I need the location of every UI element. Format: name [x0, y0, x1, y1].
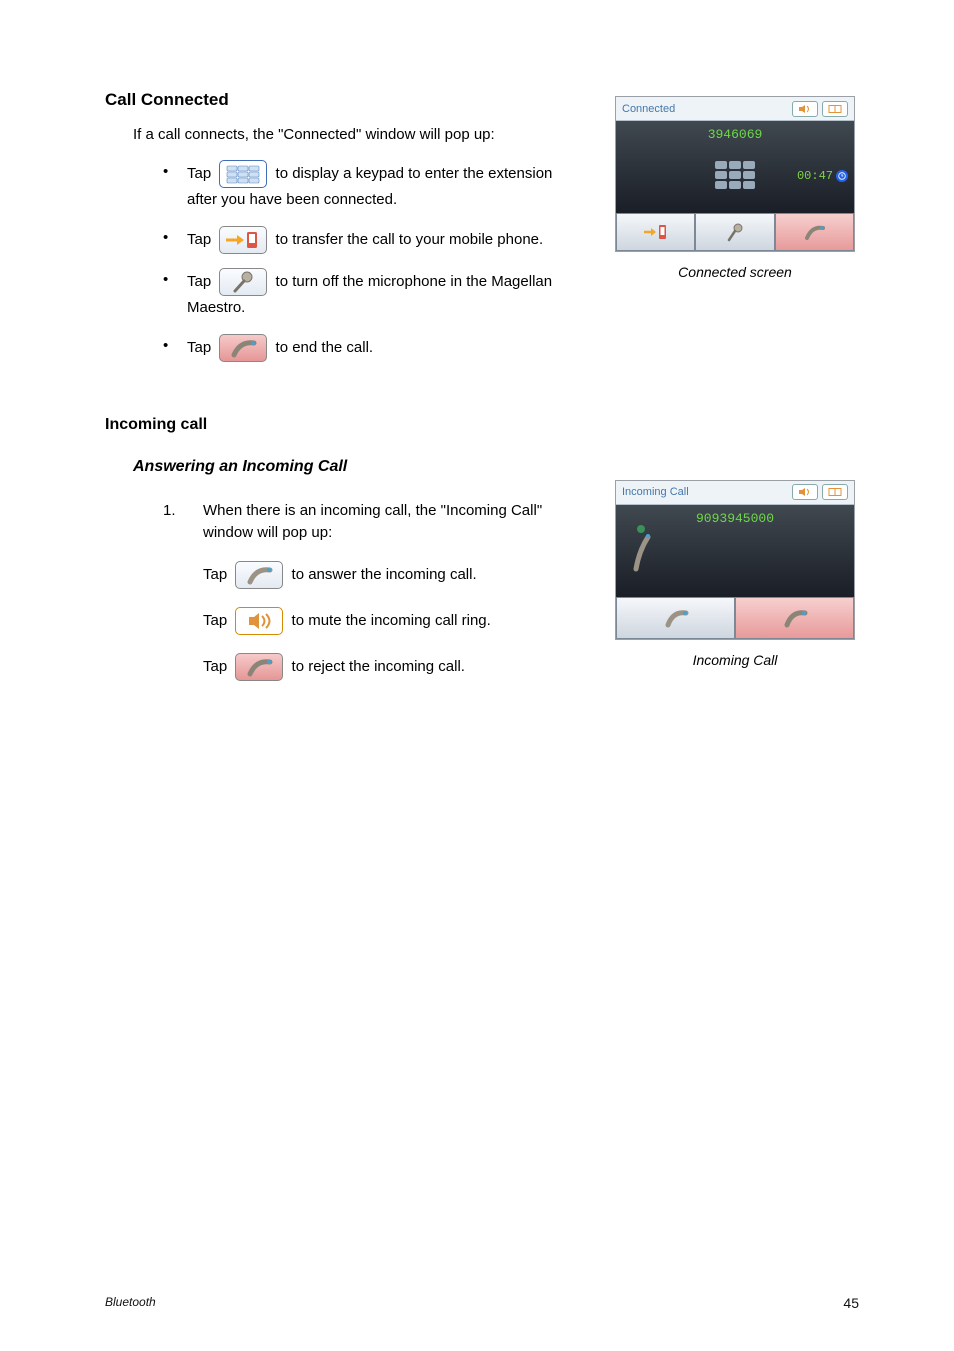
- window-icon[interactable]: [822, 101, 848, 117]
- connected-device: Connected 3946069 00: [615, 96, 855, 252]
- incoming-screenshot-col: Incoming Call 9093945000: [615, 458, 855, 700]
- text: to reject the incoming call.: [292, 658, 465, 675]
- call-connected-intro: If a call connects, the "Connected" wind…: [133, 124, 585, 146]
- call-connected-bullets: Tap to display a keypad to enter the ext…: [163, 160, 585, 362]
- text: Tap: [203, 566, 227, 583]
- bullet-mic: Tap to turn off the microphone in the Ma…: [163, 268, 585, 320]
- bullet-transfer: Tap to transfer the call to your mobile …: [163, 226, 585, 254]
- connected-screenshot-col: Connected 3946069 00: [615, 90, 855, 376]
- microphone-button[interactable]: [695, 213, 774, 251]
- connected-number: 3946069: [616, 121, 854, 142]
- keypad-icon[interactable]: [219, 160, 267, 188]
- footer-section: Bluetooth: [105, 1295, 156, 1311]
- reject-call-icon[interactable]: [235, 653, 283, 681]
- incoming-call-section: Answering an Incoming Call 1. When there…: [105, 458, 859, 700]
- text: Tap: [187, 165, 211, 182]
- end-call-icon[interactable]: [219, 334, 267, 362]
- bullet-keypad: Tap to display a keypad to enter the ext…: [163, 160, 585, 212]
- answering-subheading: Answering an Incoming Call: [133, 458, 585, 476]
- line-mute: Tap to mute the incoming call ring.: [203, 607, 585, 635]
- device-title: Connected: [622, 103, 675, 115]
- incoming-steps: 1. When there is an incoming call, the "…: [163, 500, 585, 544]
- incoming-call-heading: Incoming call: [105, 416, 859, 434]
- timer-text: 00:47: [797, 169, 833, 183]
- step-text: When there is an incoming call, the "Inc…: [203, 502, 542, 541]
- text: to mute the incoming call ring.: [292, 612, 491, 629]
- step-number: 1.: [163, 500, 176, 522]
- text: Tap: [203, 658, 227, 675]
- page-footer: Bluetooth 45: [105, 1295, 859, 1311]
- page-number: 45: [843, 1295, 859, 1311]
- transfer-to-mobile-button[interactable]: [616, 213, 695, 251]
- step-1: 1. When there is an incoming call, the "…: [163, 500, 585, 544]
- speaker-icon[interactable]: [792, 484, 818, 500]
- text: Tap: [187, 273, 211, 290]
- speaker-icon[interactable]: [792, 101, 818, 117]
- text: Tap: [187, 231, 211, 248]
- connected-caption: Connected screen: [615, 264, 855, 280]
- line-reject: Tap to reject the incoming call.: [203, 653, 585, 681]
- end-call-button[interactable]: [775, 213, 854, 251]
- call-timer: 00:47: [797, 169, 848, 183]
- text: to end the call.: [276, 339, 374, 356]
- text: Tap: [203, 612, 227, 629]
- handset-icon: [628, 521, 658, 580]
- answer-call-icon[interactable]: [235, 561, 283, 589]
- answer-call-button[interactable]: [616, 597, 735, 639]
- text: to transfer the call to your mobile phon…: [276, 231, 544, 248]
- bullet-end: Tap to end the call.: [163, 334, 585, 362]
- incoming-caption: Incoming Call: [615, 652, 855, 668]
- incoming-device: Incoming Call 9093945000: [615, 480, 855, 640]
- reject-call-button[interactable]: [735, 597, 854, 639]
- text: Tap: [187, 339, 211, 356]
- mini-keypad-icon[interactable]: [715, 161, 755, 189]
- transfer-to-mobile-icon[interactable]: [219, 226, 267, 254]
- text: to answer the incoming call.: [292, 566, 477, 583]
- microphone-icon[interactable]: [219, 268, 267, 296]
- call-connected-heading: Call Connected: [105, 90, 585, 110]
- clock-icon: [836, 170, 848, 182]
- line-answer: Tap to answer the incoming call.: [203, 561, 585, 589]
- device-title: Incoming Call: [622, 486, 689, 498]
- call-connected-section: Call Connected If a call connects, the "…: [105, 90, 859, 376]
- mute-ring-icon[interactable]: [235, 607, 283, 635]
- window-icon[interactable]: [822, 484, 848, 500]
